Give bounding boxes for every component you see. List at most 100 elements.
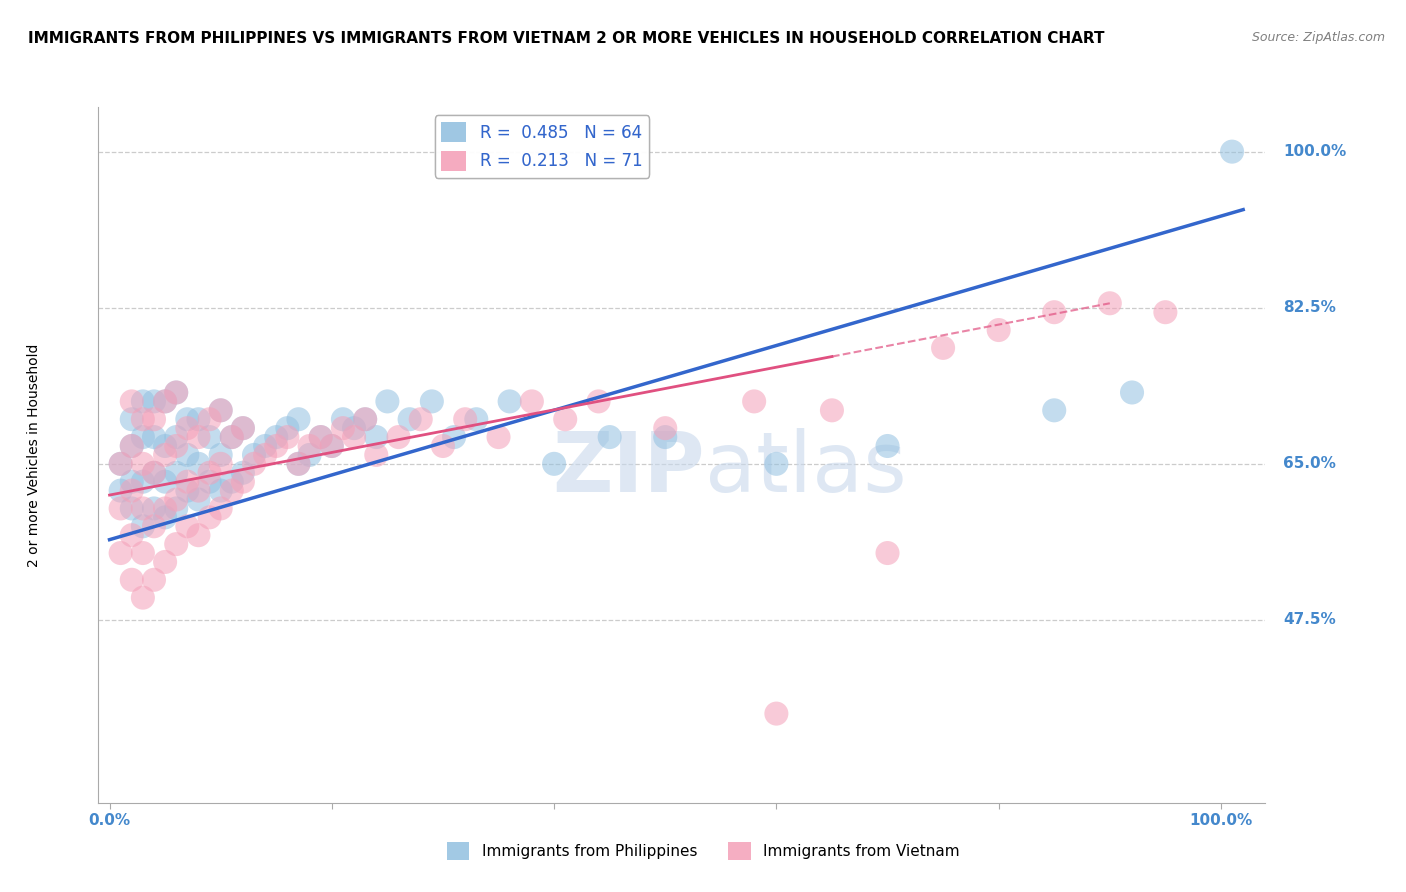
Point [221, 430, 243, 444]
Point [153, 439, 176, 453]
Point [221, 475, 243, 489]
Point [176, 483, 198, 498]
Point [243, 448, 266, 462]
Point [654, 421, 676, 435]
Point [209, 403, 232, 417]
Point [121, 501, 143, 516]
Point [110, 457, 132, 471]
Point [165, 537, 187, 551]
Point [132, 412, 155, 426]
Point [143, 466, 166, 480]
Point [588, 394, 610, 409]
Point [987, 323, 1010, 337]
Point [143, 466, 166, 480]
Point [132, 430, 155, 444]
Point [232, 421, 254, 435]
Point [209, 501, 232, 516]
Point [121, 528, 143, 542]
Point [187, 492, 209, 507]
Point [153, 448, 176, 462]
Point [165, 439, 187, 453]
Point [232, 421, 254, 435]
Point [165, 466, 187, 480]
Legend: R =  0.485   N = 64, R =  0.213   N = 71: R = 0.485 N = 64, R = 0.213 N = 71 [434, 115, 650, 178]
Point [554, 412, 576, 426]
Point [132, 519, 155, 533]
Text: atlas: atlas [706, 428, 907, 509]
Point [287, 412, 309, 426]
Point [153, 475, 176, 489]
Point [932, 341, 955, 355]
Point [132, 457, 155, 471]
Point [176, 519, 198, 533]
Point [287, 457, 309, 471]
Point [309, 430, 332, 444]
Point [143, 412, 166, 426]
Point [332, 421, 354, 435]
Point [198, 510, 221, 524]
Point [153, 501, 176, 516]
Point [143, 573, 166, 587]
Point [287, 457, 309, 471]
Point [765, 457, 787, 471]
Point [254, 439, 277, 453]
Point [121, 412, 143, 426]
Point [343, 421, 366, 435]
Point [132, 394, 155, 409]
Point [187, 528, 209, 542]
Point [354, 412, 377, 426]
Point [276, 430, 298, 444]
Point [176, 475, 198, 489]
Point [366, 448, 388, 462]
Point [1154, 305, 1177, 319]
Point [132, 501, 155, 516]
Point [488, 430, 510, 444]
Text: 82.5%: 82.5% [1282, 301, 1336, 315]
Point [309, 430, 332, 444]
Text: ZIP: ZIP [553, 428, 706, 509]
Point [321, 439, 343, 453]
Text: 2 or more Vehicles in Household: 2 or more Vehicles in Household [27, 343, 41, 566]
Point [121, 483, 143, 498]
Point [520, 394, 543, 409]
Point [165, 492, 187, 507]
Text: 47.5%: 47.5% [1282, 613, 1336, 627]
Point [121, 394, 143, 409]
Point [209, 457, 232, 471]
Point [187, 412, 209, 426]
Point [176, 421, 198, 435]
Point [654, 430, 676, 444]
Point [876, 439, 898, 453]
Point [110, 457, 132, 471]
Point [432, 439, 454, 453]
Point [165, 385, 187, 400]
Point [110, 483, 132, 498]
Point [264, 430, 287, 444]
Point [465, 412, 488, 426]
Point [1121, 385, 1143, 400]
Point [264, 439, 287, 453]
Point [366, 430, 388, 444]
Point [765, 706, 787, 721]
Text: IMMIGRANTS FROM PHILIPPINES VS IMMIGRANTS FROM VIETNAM 2 OR MORE VEHICLES IN HOU: IMMIGRANTS FROM PHILIPPINES VS IMMIGRANT… [28, 31, 1105, 46]
Point [176, 412, 198, 426]
Point [132, 546, 155, 560]
Point [232, 475, 254, 489]
Text: 65.0%: 65.0% [1282, 457, 1336, 471]
Point [343, 430, 366, 444]
Point [143, 519, 166, 533]
Point [409, 412, 432, 426]
Point [121, 573, 143, 587]
Point [1043, 403, 1066, 417]
Point [198, 466, 221, 480]
Point [276, 421, 298, 435]
Point [110, 546, 132, 560]
Point [543, 457, 565, 471]
Point [420, 394, 443, 409]
Point [176, 448, 198, 462]
Point [221, 430, 243, 444]
Point [454, 412, 477, 426]
Point [221, 483, 243, 498]
Point [498, 394, 520, 409]
Point [876, 546, 898, 560]
